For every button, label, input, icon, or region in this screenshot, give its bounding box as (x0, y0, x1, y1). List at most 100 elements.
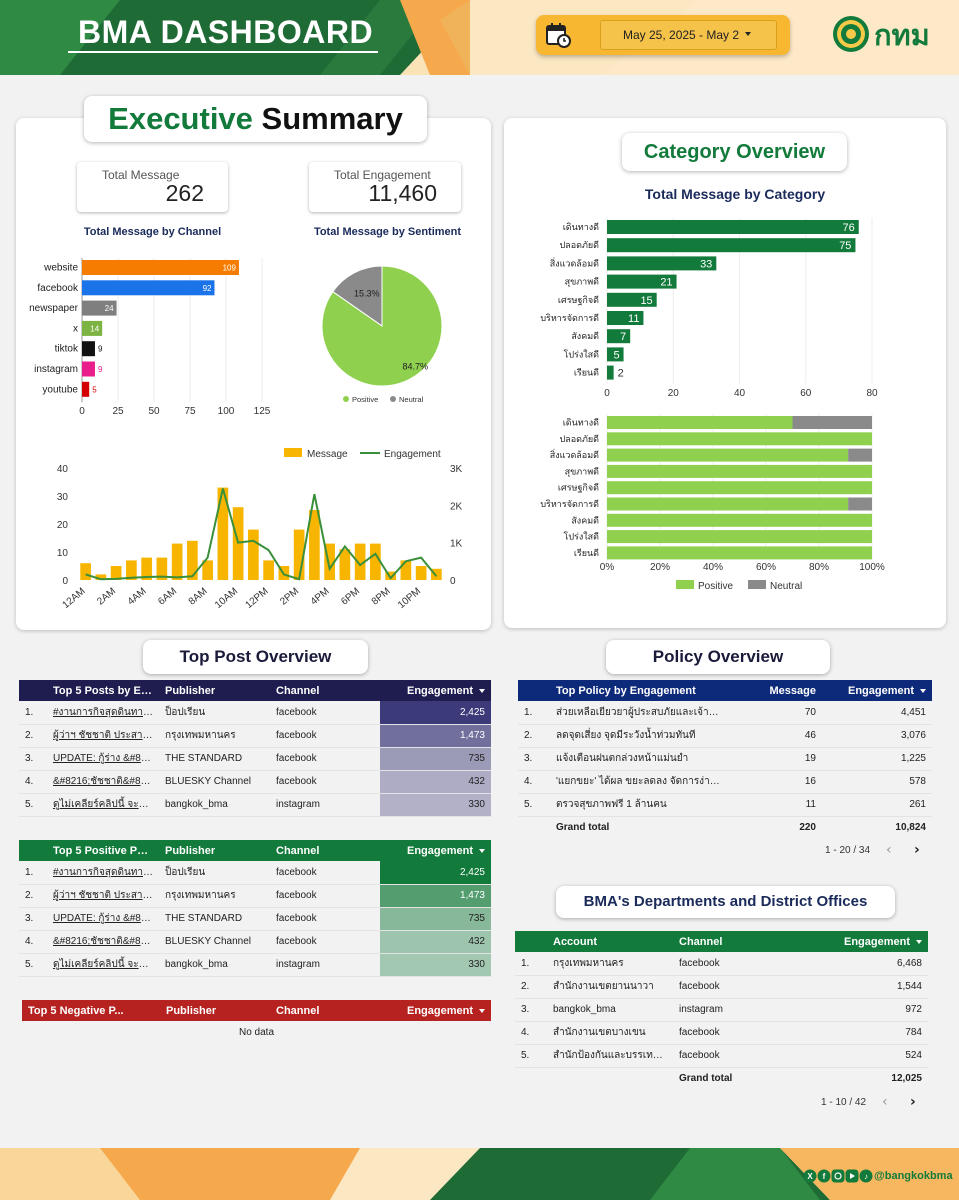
table-row[interactable]: 2.ผู้ว่าฯ ชัชชาติ ประสานกรม...กรุงเทพมหา… (19, 884, 491, 908)
y-tick-label: สุขภาพดี (565, 466, 600, 477)
header-engagement[interactable]: Engagement (793, 931, 928, 952)
header-rank (19, 840, 47, 861)
footer-banner (0, 1148, 959, 1200)
bar-5AM (156, 557, 168, 580)
post-link[interactable]: &#8216;ชัชชาติ&#821... (47, 770, 159, 794)
slice-positive (321, 265, 443, 387)
post-link[interactable]: ผู้ว่าฯ ชัชชาติ ประสานกรม... (47, 884, 159, 908)
table-row[interactable]: 5.สำนักป้องกันและบรรเทาสาธาร...facebook5… (515, 1044, 928, 1068)
bar-newspaper (82, 300, 117, 316)
header-post[interactable]: Top 5 Posts by En... (53, 684, 157, 697)
header-channel[interactable]: Channel (276, 684, 320, 697)
table-row[interactable]: 4. &#8216;ชัชชาติ&#821... BLUESKY Channel f… (19, 770, 491, 794)
y-tick-label: facebook (37, 283, 79, 294)
y-right-tick-label: 2K (450, 501, 463, 512)
chevron-right-icon[interactable]: › (910, 1094, 916, 1110)
account-cell: สำนักป้องกันและบรรเทาสาธาร... (547, 1044, 673, 1068)
chevron-left-icon[interactable]: ‹ (882, 1094, 888, 1110)
header-message[interactable]: Message (769, 684, 816, 697)
header-channel[interactable]: Channel (679, 935, 723, 948)
header-publisher[interactable]: Publisher (166, 1004, 217, 1017)
tiktok-icon: ♪ (859, 1169, 873, 1183)
post-link[interactable]: ดูไม่เคลียร์คลิปนี้ จะมาบอ... (47, 953, 159, 977)
table-row[interactable]: 3. UPDATE: กู้ร่าง &#821... THE STANDARD fa… (19, 747, 491, 771)
table-row[interactable]: 1.#งานการกิจสุดดินทางกาว...ป็อปเรียนface… (19, 701, 491, 725)
chevron-left-icon[interactable]: ‹ (886, 842, 892, 858)
publisher-cell: THE STANDARD (159, 747, 270, 771)
table-row[interactable]: 1. ส่วยเหลือเยียวยาผู้ประสบภัยและเจ้าหน้า… (518, 701, 932, 725)
kpi-label: Total Engagement (334, 168, 431, 182)
table-row[interactable]: 5. ตรวจสุขภาพฟรี 1 ล้านคน 11 261 (518, 793, 932, 817)
table-row[interactable]: 5.ดูไม่เคลียร์คลิปนี้ จะมาบอ...bangkok_b… (19, 953, 491, 977)
table-header-row: Top Policy by Engagement Message Engagem… (518, 680, 932, 701)
y-tick-label: x (73, 323, 78, 334)
table-row[interactable]: 3. แจ้งเตือนฝนตกล่วงหน้าแม่นยำ 19 1,225 (518, 747, 932, 771)
header-engagement[interactable]: Engagement (822, 680, 932, 701)
header-engagement[interactable]: Engagement (380, 1000, 491, 1021)
header-engagement-label: Engagement (406, 1004, 473, 1017)
title-part-executive: Executive (108, 101, 253, 136)
sort-down-icon[interactable] (479, 1008, 485, 1013)
table-row[interactable]: 3. bangkok_bma instagram 972 (515, 998, 928, 1022)
header-engagement-label: Engagement (847, 684, 914, 697)
table-row[interactable]: 5.ดูไม่เคลียร์คลิปนี้ จะมาบอ...bangkok_b… (19, 793, 491, 817)
table-row[interactable]: 2. ลดจุดเสี่ยง จุดมีระวังน้ำท่วมทันที 46 3,… (518, 724, 932, 748)
table-row[interactable]: 1. กรุงเทพมหานคร facebook 6,468 (515, 952, 928, 976)
post-link[interactable]: ผู้ว่าฯ ชัชชาติ ประสานกรม... (47, 724, 159, 748)
sort-down-icon[interactable] (916, 939, 922, 944)
post-link[interactable]: ดูไม่เคลียร์คลิปนี้ จะมาบอ... (47, 793, 159, 817)
table-row[interactable]: 4. 'แยกขยะ' ได้ผล ขยะลดลง จัดการง่ายขึ้น 1… (518, 770, 932, 794)
header-channel[interactable]: Channel (276, 1004, 320, 1017)
table-row[interactable]: 1.#งานการกิจสุดดินทางกาว...ป็อปเรียนface… (19, 861, 491, 885)
x-tick-label: 100% (859, 562, 885, 573)
row-rank: 3. (19, 747, 47, 771)
header-publisher[interactable]: Publisher (165, 844, 216, 857)
bar-1AM (95, 574, 107, 580)
header-publisher[interactable]: Publisher (165, 684, 216, 697)
legend-swatch-neutral (748, 580, 766, 589)
header-post[interactable]: Top 5 Negative P... (28, 1004, 124, 1017)
y-left-tick-label: 30 (57, 492, 69, 503)
post-link[interactable]: #งานการกิจสุดดินทางกาว... (47, 861, 159, 885)
row-rank: 4. (518, 770, 550, 794)
engagement-cell: 432 (380, 930, 491, 954)
x-tick-label: 40% (703, 562, 723, 573)
x-tick-label: 75 (184, 406, 196, 417)
y-tick-label: ปลอดภัยดี (559, 434, 599, 444)
chevron-down-icon[interactable] (745, 32, 751, 36)
calendar-icon[interactable] (544, 21, 572, 49)
post-link[interactable]: #งานการกิจสุดดินทางกาว... (47, 701, 159, 725)
header-channel[interactable]: Channel (276, 844, 320, 857)
header-rank (518, 680, 550, 701)
header-post[interactable]: Top 5 Positive Po... (53, 844, 154, 857)
publisher-cell: ป็อปเรียน (159, 701, 270, 725)
sort-down-icon[interactable] (920, 688, 926, 693)
sort-down-icon[interactable] (479, 688, 485, 693)
row-rank: 5. (518, 793, 550, 817)
table-row[interactable]: 2. สำนักงานเขตยานนาวา facebook 1,544 (515, 975, 928, 999)
sort-down-icon[interactable] (479, 848, 485, 853)
x-tick-label: 60% (756, 562, 776, 573)
chart-title-sentiment: Total Message by Sentiment (313, 226, 462, 238)
table-row[interactable]: 2.ผู้ว่าฯ ชัชชาติ ประสานกรม...กรุงเทพมหา… (19, 724, 491, 748)
post-link[interactable]: &#8216;ชัชชาติ&#821... (47, 930, 159, 954)
header-engagement[interactable]: Engagement (380, 680, 491, 701)
table-row[interactable]: 3. UPDATE: กู้ร่าง &#821... THE STANDARD fa… (19, 907, 491, 931)
policy-cell: ลดจุดเสี่ยง จุดมีระวังน้ำท่วมทันที (550, 724, 730, 748)
post-link[interactable]: UPDATE: กู้ร่าง &#821... (47, 907, 159, 931)
post-link[interactable]: UPDATE: กู้ร่าง &#821... (47, 747, 159, 771)
departments-title: BMA's Departments and District Offices (556, 886, 895, 918)
chevron-right-icon[interactable]: › (914, 842, 920, 858)
header-policy[interactable]: Top Policy by Engagement (556, 684, 696, 697)
header-rank (515, 931, 547, 952)
bar-positive (607, 530, 872, 544)
table-row[interactable]: 4. &#8216;ชัชชาติ&#821... BLUESKY Channel f… (19, 930, 491, 954)
x-tick-label: 10PM (396, 586, 423, 611)
table-row[interactable]: 4. สำนักงานเขตบางเขน facebook 784 (515, 1021, 928, 1045)
header-engagement[interactable]: Engagement (380, 840, 491, 861)
x-tick-label: 6AM (156, 586, 179, 608)
header-account[interactable]: Account (553, 935, 597, 948)
bma-seal-logo (833, 16, 869, 52)
legend-swatch-neutral (390, 396, 396, 402)
data-label: 21 (660, 277, 672, 289)
